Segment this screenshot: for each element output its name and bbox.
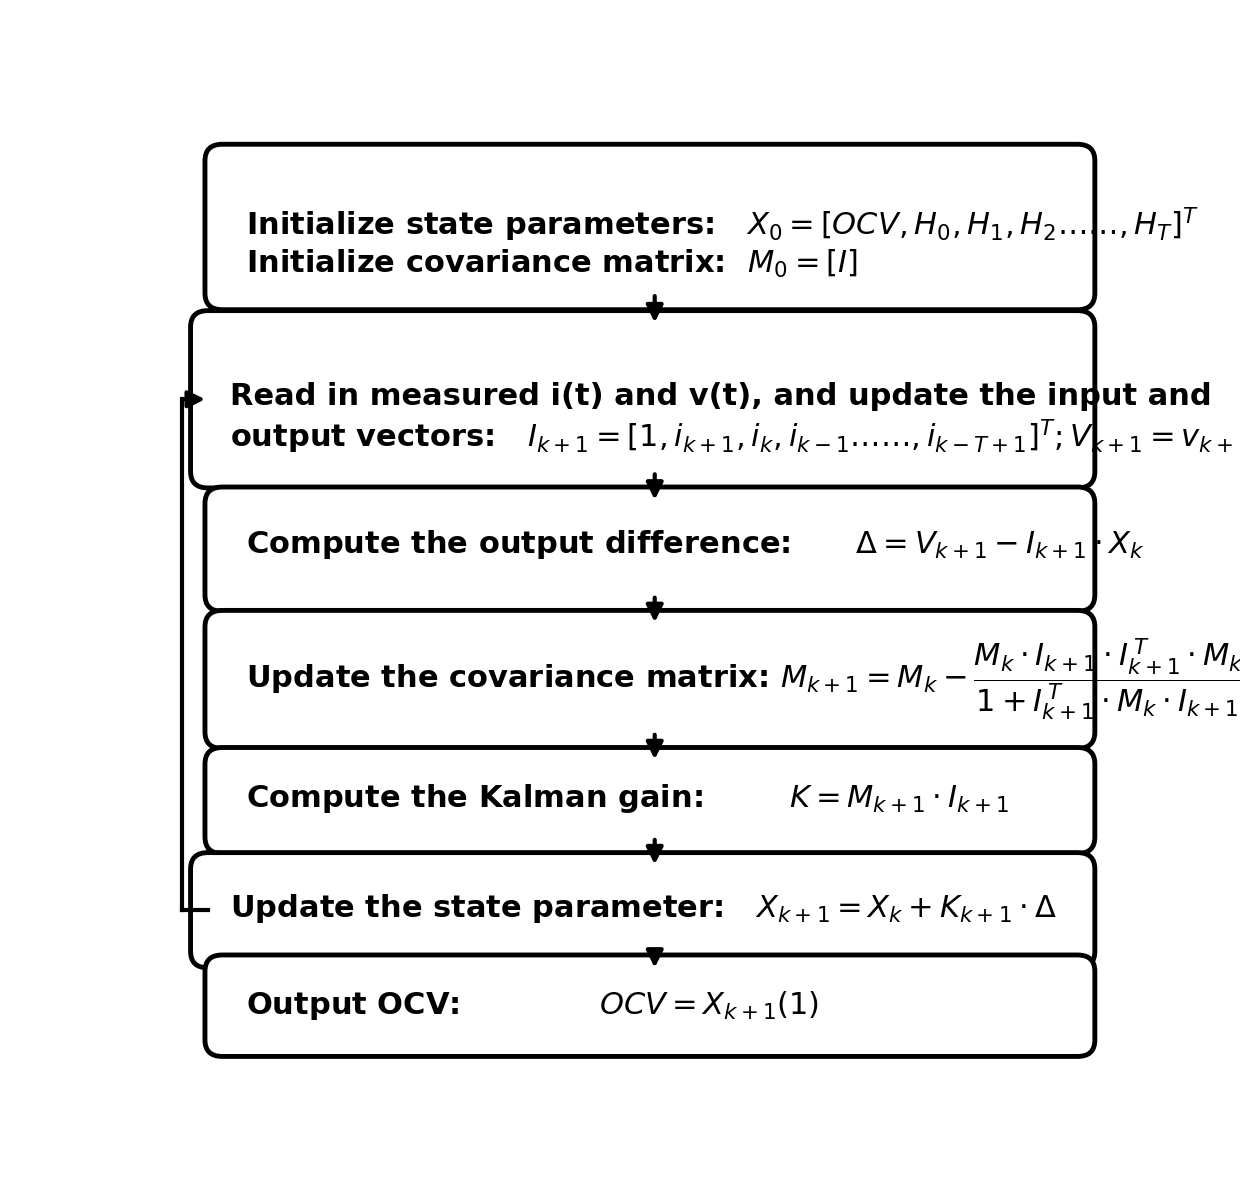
FancyBboxPatch shape: [205, 487, 1095, 611]
Text: Compute the output difference:      $\Delta=V_{k+1}-I_{k+1}\cdot X_k$: Compute the output difference: $\Delta=V…: [247, 528, 1146, 561]
Text: output vectors:   $I_{k+1}=[1,i_{k+1},i_k,i_{k-1}\ldots\ldots,i_{k-T+1}]^T;V_{k+: output vectors: $I_{k+1}=[1,i_{k+1},i_k,…: [229, 418, 1240, 456]
Text: Output OCV:             $OCV=X_{k+1}(1)$: Output OCV: $OCV=X_{k+1}(1)$: [247, 989, 820, 1022]
FancyBboxPatch shape: [191, 311, 1095, 488]
FancyBboxPatch shape: [205, 956, 1095, 1056]
Text: Compute the Kalman gain:        $K=M_{k+1}\cdot I_{k+1}$: Compute the Kalman gain: $K=M_{k+1}\cdot…: [247, 782, 1009, 815]
FancyBboxPatch shape: [205, 145, 1095, 310]
Text: Update the state parameter:   $X_{k+1}=X_k+K_{k+1}\cdot\Delta$: Update the state parameter: $X_{k+1}=X_k…: [229, 891, 1056, 925]
Text: Initialize state parameters:   $X_0=[OCV,H_0,H_1,H_2\ldots\ldots,H_T]^T$: Initialize state parameters: $X_0=[OCV,H…: [247, 205, 1199, 245]
FancyBboxPatch shape: [205, 748, 1095, 853]
FancyBboxPatch shape: [191, 852, 1095, 967]
Text: Read in measured i(t) and v(t), and update the input and: Read in measured i(t) and v(t), and upda…: [229, 382, 1211, 411]
Text: Update the covariance matrix: $M_{k+1}=M_k-\dfrac{M_k\cdot I_{k+1}\cdot I_{k+1}^: Update the covariance matrix: $M_{k+1}=M…: [247, 636, 1240, 723]
Text: Initialize covariance matrix:  $M_0=[I]$: Initialize covariance matrix: $M_0=[I]$: [247, 248, 858, 280]
FancyBboxPatch shape: [205, 610, 1095, 749]
